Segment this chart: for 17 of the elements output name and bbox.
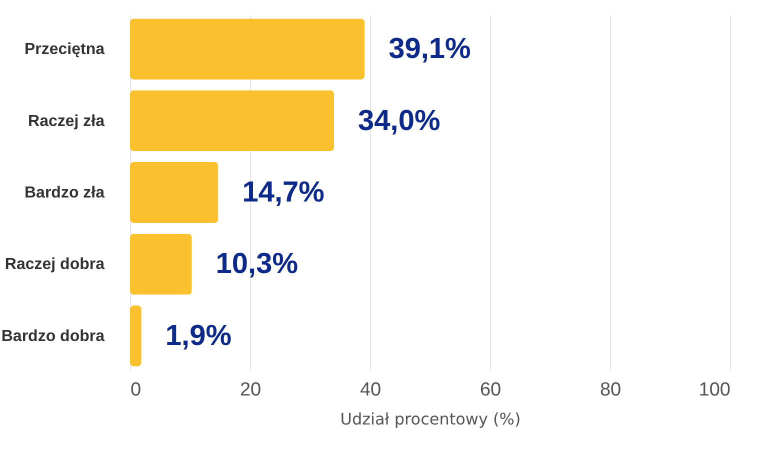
x-tick-label: 80 xyxy=(600,380,622,400)
data-label: 1,9% xyxy=(165,320,232,352)
y-tick-label: Bardzo zła xyxy=(24,184,105,202)
y-tick-label: Przeciętna xyxy=(24,41,105,58)
x-tick-label: 100 xyxy=(698,380,730,400)
x-tick-label: 40 xyxy=(360,380,382,400)
data-label: 39,1% xyxy=(388,33,472,66)
x-tick-label: 60 xyxy=(480,380,502,400)
y-tick-label: Raczej dobra xyxy=(4,256,105,274)
x-tick-label: 20 xyxy=(240,380,262,400)
y-tick-label: Raczej zła xyxy=(28,112,105,130)
data-label: 34,0% xyxy=(358,104,440,137)
x-tick-label: 0 xyxy=(130,380,142,400)
data-label: 14,7% xyxy=(242,176,325,208)
data-label: 10,3% xyxy=(216,248,298,280)
y-tick-label: Bardzo dobra xyxy=(1,328,105,345)
x-axis-title: Udział procentowy (%) xyxy=(340,410,521,428)
